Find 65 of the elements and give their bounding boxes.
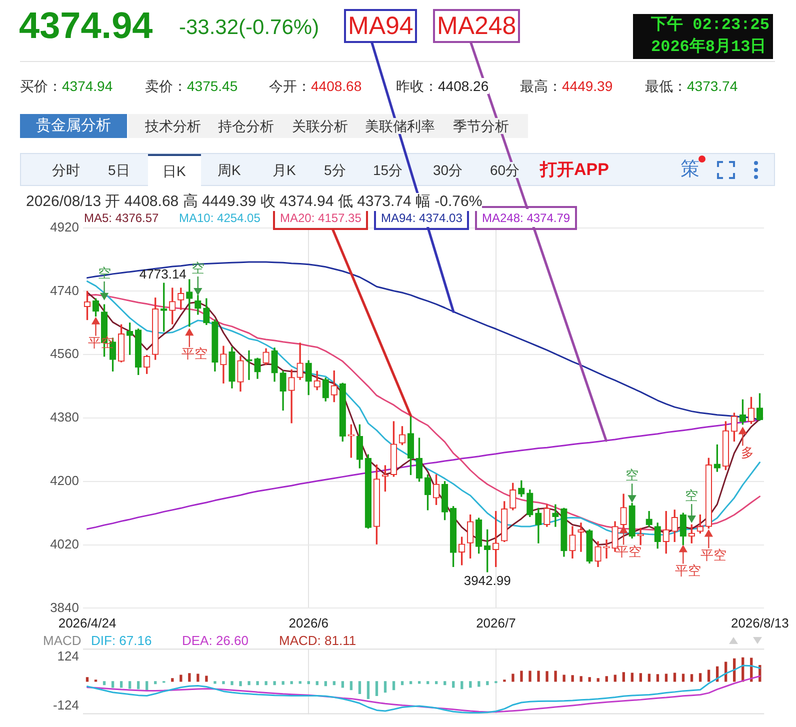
y-tick-label: 3840 xyxy=(50,600,79,615)
text: 4408.68 xyxy=(311,78,362,94)
text: 平空 xyxy=(616,544,642,559)
text: 昨收： xyxy=(396,78,438,94)
text: MA10: 4254.05 xyxy=(174,208,266,228)
text: 2026/08/13 开 4408.68 高 4449.39 收 4374.94 低 4373.74 幅 -0.76% xyxy=(26,193,482,211)
text: 4373.74 xyxy=(687,78,738,94)
text: 关联分析 xyxy=(292,118,348,134)
text: 4449.39 xyxy=(562,78,613,94)
text: 美联储利率 xyxy=(365,118,435,134)
text: 分时 xyxy=(52,162,80,178)
y-tick-label: 4020 xyxy=(50,536,79,552)
text: 周K xyxy=(218,162,241,178)
annotation: 3942.99 xyxy=(464,573,511,588)
text: 持仓分析 xyxy=(218,118,274,134)
text: 平空 xyxy=(181,346,208,362)
text: 15分 xyxy=(373,162,403,178)
y-tick-label: 124 xyxy=(57,648,79,664)
text: 60分 xyxy=(490,162,520,178)
y-tick-label: 4560 xyxy=(50,346,79,362)
x-tick-label: 2026/4/24 xyxy=(58,615,116,630)
text: 4374.94 xyxy=(62,78,113,94)
text: 下午 02:23:25 xyxy=(651,16,770,35)
text: DEA: 26.60 xyxy=(182,632,248,648)
text: 4375.45 xyxy=(187,78,238,94)
text: MA20: 4157.35 xyxy=(275,208,366,228)
chart-title: MACD xyxy=(43,632,82,648)
text: MACD: 81.11 xyxy=(279,632,356,648)
text: 卖价： xyxy=(145,78,187,94)
y-tick-label: -124 xyxy=(52,698,79,713)
text: 空 xyxy=(626,468,639,483)
y-tick-label: 4380 xyxy=(50,410,79,425)
x-tick-label: 2026/6 xyxy=(288,615,329,630)
text: 平空 xyxy=(700,547,727,562)
text: 空 xyxy=(191,260,204,276)
y-tick-label: 4920 xyxy=(50,219,79,234)
text: 最高： xyxy=(520,78,562,94)
text: MA94: 4374.03 xyxy=(376,208,468,228)
text: 月K xyxy=(272,162,296,178)
y-tick-label: 4740 xyxy=(50,282,79,298)
text: -33.32(-0.76%) xyxy=(179,14,320,40)
text: 策 xyxy=(680,158,700,182)
series-label: 空 xyxy=(685,488,698,504)
annotation: 4773.14 xyxy=(139,266,186,282)
text: 5日 xyxy=(108,162,130,178)
text: 4408.26 xyxy=(438,78,489,94)
text: 打开APP xyxy=(540,160,609,180)
text: 季节分析 xyxy=(453,118,509,134)
x-tick-label: 2026/7 xyxy=(476,615,516,630)
text: 贵金属分析 xyxy=(20,114,127,138)
text: 最低： xyxy=(645,78,687,94)
legend-label: 多 xyxy=(741,444,754,460)
text: DIF: 67.16 xyxy=(91,632,152,648)
x-tick-label: 2026/8/13 xyxy=(730,615,789,630)
text: 买价： xyxy=(20,78,62,94)
text: 30分 xyxy=(433,162,463,178)
text: 5分 xyxy=(324,162,346,178)
text: 技术分析 xyxy=(145,118,201,134)
text: 今开： xyxy=(269,78,311,94)
text: 4374.94 xyxy=(19,4,153,48)
text: MA5: 4376.57 xyxy=(79,208,164,228)
text: 2026年8月13日 xyxy=(651,38,766,57)
y-tick-label: 4200 xyxy=(50,472,79,488)
text: 平空 xyxy=(675,562,702,578)
text: 日K xyxy=(148,154,201,186)
